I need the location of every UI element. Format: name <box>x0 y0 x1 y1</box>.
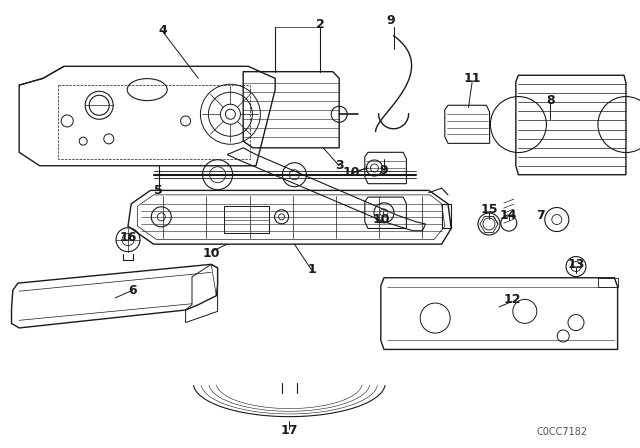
Text: 9: 9 <box>380 164 388 177</box>
Text: C0CC7182: C0CC7182 <box>536 427 588 437</box>
Text: 6: 6 <box>128 284 137 297</box>
Text: 10: 10 <box>342 166 360 179</box>
Text: 16: 16 <box>119 231 137 244</box>
Text: 11: 11 <box>463 72 481 85</box>
Text: 7: 7 <box>536 208 545 222</box>
Text: 8: 8 <box>546 94 555 108</box>
Text: 13: 13 <box>567 258 585 271</box>
Text: 3: 3 <box>335 159 344 172</box>
Text: 15: 15 <box>480 203 498 216</box>
Text: 1: 1 <box>308 263 317 276</box>
Text: 2: 2 <box>316 18 324 31</box>
Text: 10: 10 <box>202 246 220 260</box>
Text: 9: 9 <box>386 13 395 27</box>
Text: 5: 5 <box>154 184 163 197</box>
Text: 10: 10 <box>372 213 390 226</box>
Text: 17: 17 <box>280 423 298 437</box>
Text: 14: 14 <box>500 208 518 222</box>
Text: 4: 4 <box>159 24 168 37</box>
Text: 12: 12 <box>503 293 521 306</box>
